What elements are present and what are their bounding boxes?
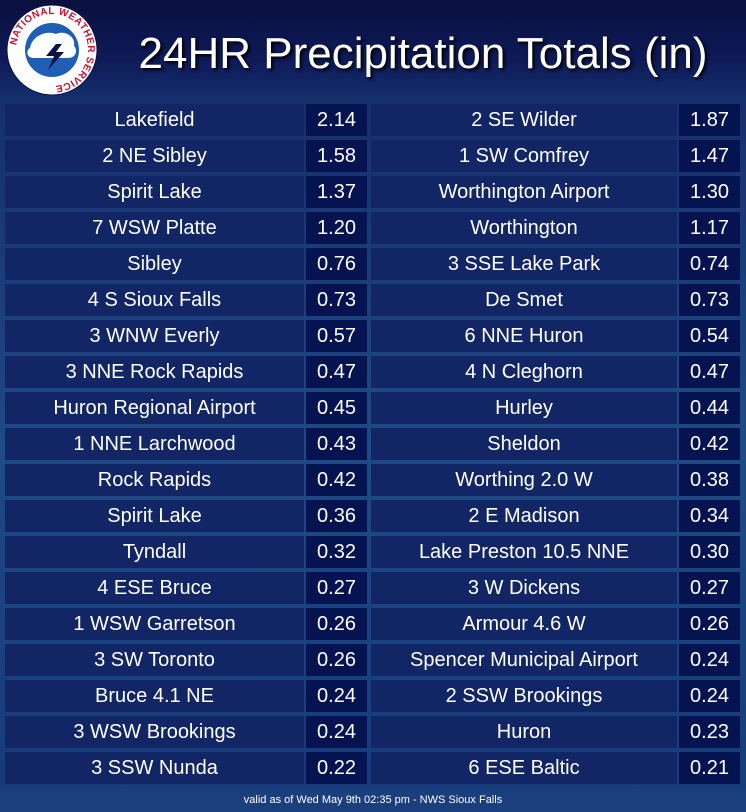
- precip-value: 0.54: [679, 320, 740, 352]
- precip-value: 0.76: [306, 248, 367, 280]
- precip-value: 0.24: [306, 680, 367, 712]
- precip-value: 1.30: [679, 176, 740, 208]
- station-name: Huron Regional Airport: [5, 392, 304, 424]
- station-name: Worthington Airport: [371, 176, 677, 208]
- precip-value: 0.34: [679, 500, 740, 532]
- precip-value: 1.17: [679, 212, 740, 244]
- table-row: Lakefield 2.14 2 SE Wilder 1.87: [0, 104, 746, 136]
- precip-value: 0.26: [306, 608, 367, 640]
- station-name: Bruce 4.1 NE: [5, 680, 304, 712]
- table-row: 7 WSW Platte 1.20 Worthington 1.17: [0, 212, 746, 244]
- station-name: 3 NNE Rock Rapids: [5, 356, 304, 388]
- table-row: Spirit Lake 1.37 Worthington Airport 1.30: [0, 176, 746, 208]
- precip-value: 0.24: [306, 716, 367, 748]
- station-name: De Smet: [371, 284, 677, 316]
- nws-logo-icon: NATIONAL WEATHER SERVICE: [6, 4, 98, 96]
- precip-value: 0.30: [679, 536, 740, 568]
- station-name: 2 NE Sibley: [5, 140, 304, 172]
- station-name: Tyndall: [5, 536, 304, 568]
- precip-value: 1.58: [306, 140, 367, 172]
- precip-value: 0.74: [679, 248, 740, 280]
- precip-value: 0.42: [306, 464, 367, 496]
- precip-value: 0.36: [306, 500, 367, 532]
- precip-value: 0.26: [679, 608, 740, 640]
- table-row: 3 WNW Everly 0.57 6 NNE Huron 0.54: [0, 320, 746, 352]
- station-name: 3 WNW Everly: [5, 320, 304, 352]
- station-name: 1 WSW Garretson: [5, 608, 304, 640]
- table-row: 2 NE Sibley 1.58 1 SW Comfrey 1.47: [0, 140, 746, 172]
- precip-value: 0.22: [306, 752, 367, 784]
- table-row: 3 NNE Rock Rapids 0.47 4 N Cleghorn 0.47: [0, 356, 746, 388]
- station-name: Worthington: [371, 212, 677, 244]
- page-title: 24HR Precipitation Totals (in): [138, 29, 708, 78]
- table-row: 1 NNE Larchwood 0.43 Sheldon 0.42: [0, 428, 746, 460]
- station-name: 3 SSW Nunda: [5, 752, 304, 784]
- station-name: 1 NNE Larchwood: [5, 428, 304, 460]
- station-name: 6 NNE Huron: [371, 320, 677, 352]
- precip-value: 0.24: [679, 680, 740, 712]
- table-row: 1 WSW Garretson 0.26 Armour 4.6 W 0.26: [0, 608, 746, 640]
- table-row: Tyndall 0.32 Lake Preston 10.5 NNE 0.30: [0, 536, 746, 568]
- station-name: 4 S Sioux Falls: [5, 284, 304, 316]
- station-name: 3 W Dickens: [371, 572, 677, 604]
- station-name: Spirit Lake: [5, 176, 304, 208]
- station-name: Spencer Municipal Airport: [371, 644, 677, 676]
- precip-value: 1.87: [679, 104, 740, 136]
- precip-value: 0.47: [679, 356, 740, 388]
- header: NATIONAL WEATHER SERVICE 24HR Precipitat…: [0, 0, 746, 100]
- precip-value: 2.14: [306, 104, 367, 136]
- table-row: Rock Rapids 0.42 Worthing 2.0 W 0.38: [0, 464, 746, 496]
- station-name: 6 ESE Baltic: [371, 752, 677, 784]
- table-row: 3 SW Toronto 0.26 Spencer Municipal Airpor…: [0, 644, 746, 676]
- station-name: Sheldon: [371, 428, 677, 460]
- precip-value: 0.26: [306, 644, 367, 676]
- station-name: 3 SSE Lake Park: [371, 248, 677, 280]
- station-name: Rock Rapids: [5, 464, 304, 496]
- table-row: Huron Regional Airport 0.45 Hurley 0.44: [0, 392, 746, 424]
- station-name: 2 SE Wilder: [371, 104, 677, 136]
- table-row: 3 WSW Brookings 0.24 Huron 0.23: [0, 716, 746, 748]
- station-name: Hurley: [371, 392, 677, 424]
- station-name: 4 N Cleghorn: [371, 356, 677, 388]
- table-row: Spirit Lake 0.36 2 E Madison 0.34: [0, 500, 746, 532]
- precip-value: 0.47: [306, 356, 367, 388]
- precip-value: 0.21: [679, 752, 740, 784]
- table-row: 4 ESE Bruce 0.27 3 W Dickens 0.27: [0, 572, 746, 604]
- precip-value: 0.73: [306, 284, 367, 316]
- precip-value: 0.24: [679, 644, 740, 676]
- station-name: Armour 4.6 W: [371, 608, 677, 640]
- precip-value: 0.42: [679, 428, 740, 460]
- footer-validity: valid as of Wed May 9th 02:35 pm - NWS S…: [0, 789, 746, 812]
- precip-value: 0.57: [306, 320, 367, 352]
- station-name: Spirit Lake: [5, 500, 304, 532]
- station-name: 3 SW Toronto: [5, 644, 304, 676]
- station-name: 4 ESE Bruce: [5, 572, 304, 604]
- table-row: 4 S Sioux Falls 0.73 De Smet 0.73: [0, 284, 746, 316]
- station-name: Lake Preston 10.5 NNE: [371, 536, 677, 568]
- station-name: Huron: [371, 716, 677, 748]
- station-name: 2 E Madison: [371, 500, 677, 532]
- station-name: 7 WSW Platte: [5, 212, 304, 244]
- precip-value: 1.37: [306, 176, 367, 208]
- table-row: Sibley 0.76 3 SSE Lake Park 0.74: [0, 248, 746, 280]
- station-name: Lakefield: [5, 104, 304, 136]
- station-name: 3 WSW Brookings: [5, 716, 304, 748]
- station-name: Worthing 2.0 W: [371, 464, 677, 496]
- precip-value: 0.27: [306, 572, 367, 604]
- precip-value: 1.47: [679, 140, 740, 172]
- precip-value: 1.20: [306, 212, 367, 244]
- precip-value: 0.23: [679, 716, 740, 748]
- precip-value: 0.43: [306, 428, 367, 460]
- table-row: Bruce 4.1 NE 0.24 2 SSW Brookings 0.24: [0, 680, 746, 712]
- precip-value: 0.32: [306, 536, 367, 568]
- station-name: 1 SW Comfrey: [371, 140, 677, 172]
- precip-value: 0.27: [679, 572, 740, 604]
- precip-value: 0.44: [679, 392, 740, 424]
- station-name: 2 SSW Brookings: [371, 680, 677, 712]
- station-name: Sibley: [5, 248, 304, 280]
- table-row: 3 SSW Nunda 0.22 6 ESE Baltic 0.21: [0, 752, 746, 784]
- precip-value: 0.38: [679, 464, 740, 496]
- precip-value: 0.73: [679, 284, 740, 316]
- precip-value: 0.45: [306, 392, 367, 424]
